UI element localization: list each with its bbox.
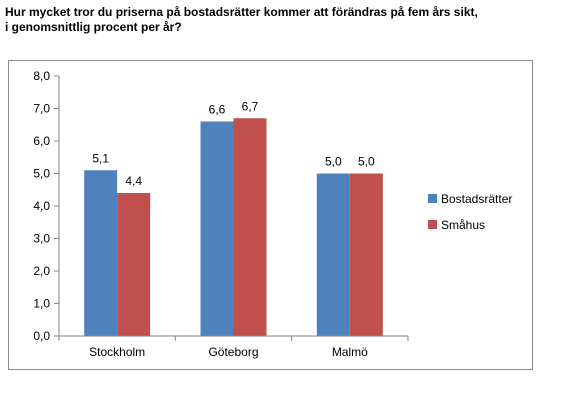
data-label: 4,4	[125, 174, 142, 188]
data-label: 5,1	[92, 151, 109, 165]
data-label: 5,0	[358, 155, 375, 169]
y-tick-label: 6,0	[33, 134, 50, 148]
x-tick-label: Stockholm	[89, 345, 145, 359]
legend-swatch	[428, 194, 437, 203]
legend-label: Bostadsrätter	[441, 192, 512, 206]
bar	[84, 170, 118, 336]
x-tick-label: Göteborg	[208, 345, 258, 359]
data-label: 6,6	[209, 103, 226, 117]
bar	[233, 118, 267, 336]
x-tick-label: Malmö	[332, 345, 368, 359]
y-tick-label: 0,0	[33, 329, 50, 343]
y-tick-label: 4,0	[33, 199, 50, 213]
data-label: 6,7	[242, 99, 259, 113]
y-tick-label: 7,0	[33, 102, 50, 116]
y-tick-label: 2,0	[33, 264, 50, 278]
y-tick-label: 5,0	[33, 167, 50, 181]
legend-label: Småhus	[441, 218, 485, 232]
question-line-1: Hur mycket tror du priserna på bostadsrä…	[5, 5, 478, 19]
bar	[200, 121, 234, 336]
bar	[316, 173, 350, 336]
legend-swatch	[428, 220, 437, 229]
bar	[349, 173, 383, 336]
y-tick-label: 3,0	[33, 232, 50, 246]
data-label: 5,0	[325, 155, 342, 169]
chart-question-title: Hur mycket tror du priserna på bostadsrä…	[5, 5, 571, 35]
bar	[117, 193, 151, 336]
y-tick-label: 1,0	[33, 297, 50, 311]
y-tick-label: 8,0	[33, 69, 50, 83]
question-line-2: i genomsnittlig procent per år?	[5, 20, 182, 34]
